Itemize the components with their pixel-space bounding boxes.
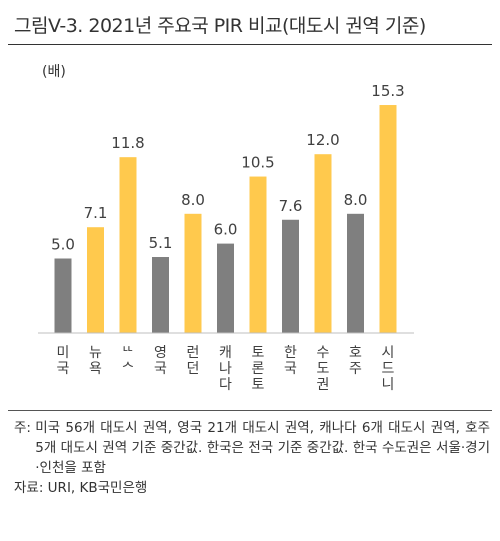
footnote-text: 미국 56개 대도시 권역, 영국 21개 대도시 권역, 캐나다 6개 대도시… [35,420,490,476]
footnote: 주: 미국 56개 대도시 권역, 영국 21개 대도시 권역, 캐나다 6개 … [14,418,490,478]
bar-수도권 [314,154,332,333]
chart-title: 그림V-3. 2021년 주요국 PIR 비교(대도시 권역 기준) [14,15,426,37]
chart-notes: 주: 미국 56개 대도시 권역, 영국 21개 대도시 권역, 캐나다 6개 … [14,418,490,498]
value-label-수도권: 12.0 [306,131,339,149]
title-divider [8,44,492,45]
bar-뉴욕 [87,227,104,333]
value-label-토론토: 10.5 [241,154,274,172]
value-label-캐나다: 6.0 [214,221,238,239]
value-label-뉴욕: 7.1 [84,204,108,222]
value-label-런던: 8.0 [181,191,205,209]
bar-토론토 [249,176,267,333]
bar-LA [119,157,137,333]
notes-divider [8,410,492,411]
bar-캐나다 [217,243,234,333]
bar-런던 [184,213,202,333]
bar-시드니 [379,105,397,333]
bar-영국 [152,257,169,333]
y-axis-unit-label: (배) [42,64,66,80]
value-label-한국: 7.6 [279,197,303,215]
bar-한국 [282,219,299,333]
bar-chart: (배) 5.0 7.1 11.8 5.1 8.0 6.0 10.5 7.6 12.0 8.0 15.… [38,64,414,393]
footnote-prefix: 주: [14,420,36,436]
value-label-시드니: 15.3 [371,82,404,100]
value-label-호주: 8.0 [344,191,368,209]
bar-미국 [54,258,72,333]
source-text: 자료: URI, KB국민은행 [14,480,148,496]
value-label-미국: 5.0 [51,236,75,254]
value-label-LA: 11.8 [111,134,144,152]
bar-호주 [347,213,364,333]
value-label-영국: 5.1 [149,234,173,252]
